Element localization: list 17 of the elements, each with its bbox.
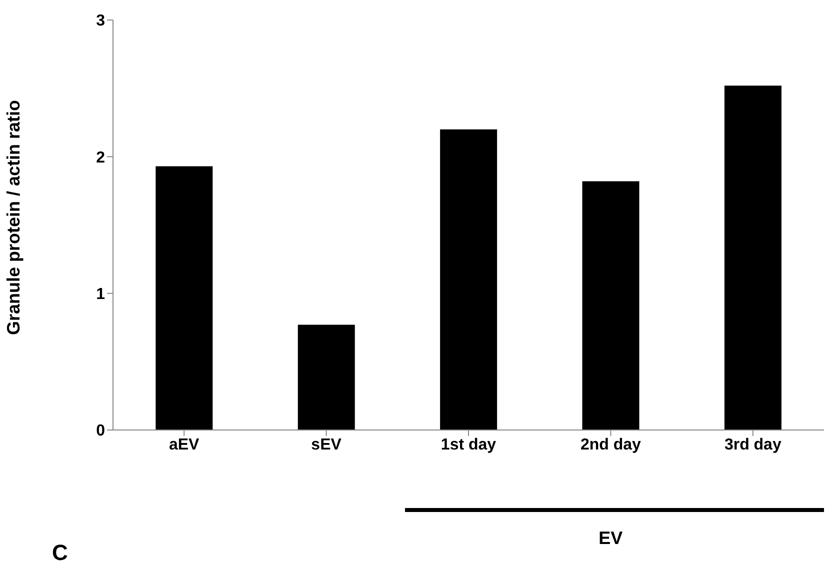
- y-axis-title: Granule protein / actin ratio: [3, 100, 24, 335]
- x-tick-label: 2nd day: [580, 436, 642, 454]
- y-tick-label: 0: [96, 422, 106, 440]
- text: EV: [598, 528, 624, 549]
- bar: [582, 181, 640, 430]
- x-tick-label: 1st day: [440, 436, 496, 454]
- x-tick-label: aEV: [168, 436, 200, 454]
- x-tick-label: sEV: [311, 436, 342, 454]
- y-tick-label: 3: [96, 12, 106, 30]
- bar: [156, 166, 213, 430]
- x-tick-label: 3rd day: [724, 436, 782, 454]
- y-tick-label: 2: [96, 149, 106, 166]
- bar: [724, 86, 782, 430]
- bar: [298, 324, 355, 430]
- text: C: [52, 540, 68, 566]
- bar: [440, 129, 498, 430]
- y-tick-label: 1: [96, 286, 106, 304]
